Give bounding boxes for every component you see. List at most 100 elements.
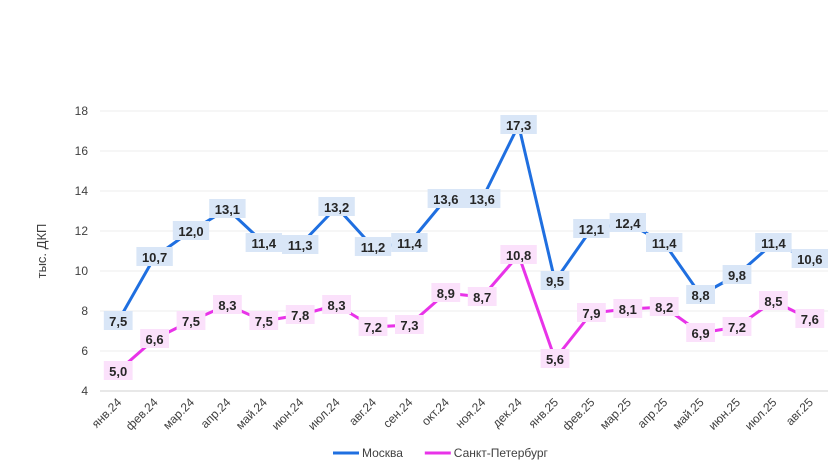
x-tick-label: фев.24: [123, 395, 161, 433]
data-label: 11,4: [391, 233, 428, 252]
x-tick-label: май.24: [233, 395, 270, 432]
data-label-text: 7,8: [291, 308, 309, 323]
data-label-background: [540, 349, 570, 368]
y-tick-label: 14: [75, 184, 89, 198]
data-label: 13,2: [318, 197, 355, 216]
data-label-text: 8,7: [473, 290, 491, 305]
data-label-text: 11,3: [288, 238, 313, 253]
data-label: 7,3: [395, 315, 424, 334]
x-tick-label: янв.25: [526, 395, 562, 431]
data-label-text: 7,2: [364, 320, 382, 335]
data-label-text: 8,3: [218, 298, 236, 313]
y-tick-label: 6: [81, 344, 88, 358]
data-label-text: 8,3: [328, 298, 346, 313]
x-tick-label: ноя.24: [453, 395, 489, 431]
data-label-text: 10,7: [142, 250, 167, 265]
x-tick-label: авг.24: [346, 395, 379, 428]
y-axis-ticks: 4 6 8 10 12 14 16 18: [75, 104, 89, 398]
data-label-background: [103, 311, 133, 330]
data-label: 10,6: [791, 249, 828, 268]
x-tick-label: окт.24: [419, 395, 452, 428]
data-label-background: [285, 305, 315, 324]
data-label-background: [322, 295, 351, 314]
x-tick-label: июн.25: [706, 395, 744, 433]
data-label-text: 12,1: [579, 222, 604, 237]
data-label-background: [609, 213, 646, 232]
data-label: 10,7: [136, 247, 173, 266]
data-label-background: [722, 317, 752, 336]
data-label-text: 8,5: [764, 294, 782, 309]
data-label-background: [755, 233, 792, 252]
y-tick-label: 10: [75, 264, 89, 278]
data-label: 8,7: [467, 287, 497, 306]
data-label-text: 11,4: [652, 236, 677, 251]
data-label: 8,1: [613, 299, 643, 318]
data-label-text: 7,6: [801, 312, 819, 327]
data-label-background: [103, 361, 133, 380]
x-tick-label: апр.24: [198, 395, 234, 431]
data-label-background: [136, 247, 173, 266]
data-label-background: [613, 299, 643, 318]
data-label: 12,4: [609, 213, 646, 232]
data-label: 8,8: [686, 285, 715, 304]
data-label-background: [500, 115, 537, 134]
x-tick-label: мар.25: [597, 395, 634, 432]
data-label-background: [649, 297, 679, 316]
data-label: 17,3: [500, 115, 537, 134]
data-label: 7,5: [103, 311, 133, 330]
data-label: 7,6: [795, 309, 825, 328]
data-label-text: 7,2: [728, 320, 746, 335]
data-label-text: 13,2: [324, 200, 349, 215]
data-label-background: [464, 189, 501, 208]
data-label-text: 9,8: [728, 268, 746, 283]
data-label: 13,6: [464, 189, 501, 208]
data-label-text: 6,9: [692, 326, 710, 341]
legend-item: Москва: [333, 446, 403, 460]
data-label-background: [245, 233, 282, 252]
data-label: 8,3: [322, 295, 351, 314]
data-label-background: [395, 315, 424, 334]
y-tick-label: 12: [75, 224, 89, 238]
data-label-background: [540, 271, 570, 290]
data-label-background: [722, 265, 752, 284]
x-tick-label: июл.24: [305, 395, 343, 433]
data-label-text: 13,1: [215, 202, 240, 217]
y-tick-label: 8: [81, 304, 88, 318]
data-label: 9,5: [540, 271, 570, 290]
data-label-text: 6,6: [146, 332, 164, 347]
data-label-background: [318, 197, 355, 216]
gridlines: [100, 110, 828, 392]
data-label-text: 10,8: [506, 248, 531, 263]
x-tick-label: сен.24: [380, 395, 416, 431]
data-label-background: [795, 309, 825, 328]
data-label-background: [358, 317, 388, 336]
data-label-text: 12,4: [615, 216, 641, 231]
x-tick-label: апр.25: [635, 395, 671, 431]
data-label-text: 8,1: [619, 302, 637, 317]
data-label-background: [686, 323, 715, 342]
data-label-background: [573, 219, 610, 238]
x-tick-label: янв.24: [89, 395, 125, 431]
data-label-background: [791, 249, 828, 268]
data-label: 8,5: [759, 291, 788, 310]
data-label: 13,6: [427, 189, 464, 208]
data-label-text: 11,4: [252, 236, 277, 251]
data-label: 7,2: [358, 317, 388, 336]
data-label-background: [249, 311, 279, 330]
data-label: 6,6: [140, 329, 169, 348]
data-label: 11,4: [646, 233, 683, 252]
data-label-text: 11,4: [761, 236, 786, 251]
data-label-background: [354, 237, 392, 256]
legend-label: Санкт-Петербург: [454, 446, 549, 460]
x-tick-label: май.25: [670, 395, 707, 432]
data-label-text: 7,5: [182, 314, 200, 329]
data-label-background: [431, 283, 461, 302]
data-label-text: 10,6: [797, 252, 822, 267]
x-tick-label: июл.25: [742, 395, 780, 433]
data-label-text: 12,0: [178, 224, 203, 239]
data-label-text: 11,4: [397, 236, 422, 251]
data-label: 11,4: [755, 233, 792, 252]
